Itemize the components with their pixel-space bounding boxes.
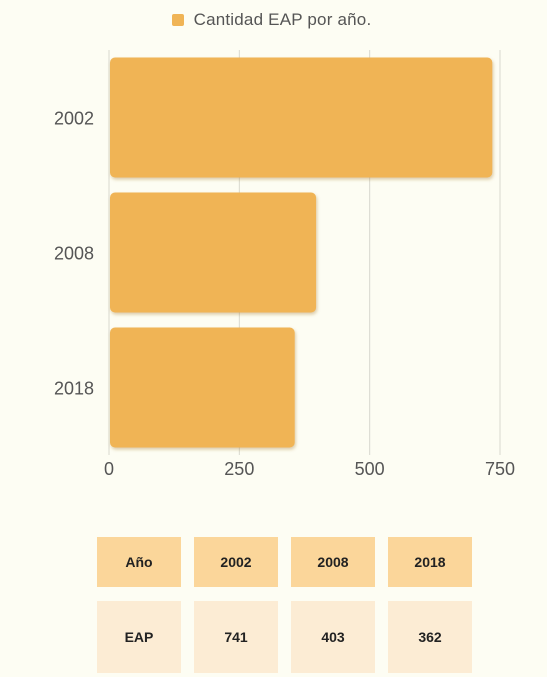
x-tick-label: 250 [224,459,254,479]
chart-legend: Cantidad EAP por año. [0,10,547,30]
bar [110,192,317,313]
x-tick-label: 0 [104,459,114,479]
table-header-cell: 2002 [194,537,278,587]
x-tick-label: 750 [485,459,515,479]
table-header-cell: 2008 [291,537,375,587]
bar-chart: 2002 2008 2018 0 250 500 750 [54,50,515,479]
table-cell: 362 [388,601,472,673]
table-cell: 403 [291,601,375,673]
legend-swatch [171,14,184,26]
bar [110,57,493,178]
table-cell: EAP [97,601,181,673]
table-header-cell: 2018 [388,537,472,587]
y-tick-label: 2008 [54,244,94,264]
legend-label: Cantidad EAP por año. [193,10,372,29]
y-tick-label: 2002 [54,109,94,129]
table-cell: 741 [194,601,278,673]
bar [110,327,295,448]
table-header-cell: Año [97,537,181,587]
y-tick-label: 2018 [54,379,94,399]
x-tick-label: 500 [355,459,385,479]
data-table: Año 2002 2008 2018 EAP 741 403 362 [97,537,472,673]
